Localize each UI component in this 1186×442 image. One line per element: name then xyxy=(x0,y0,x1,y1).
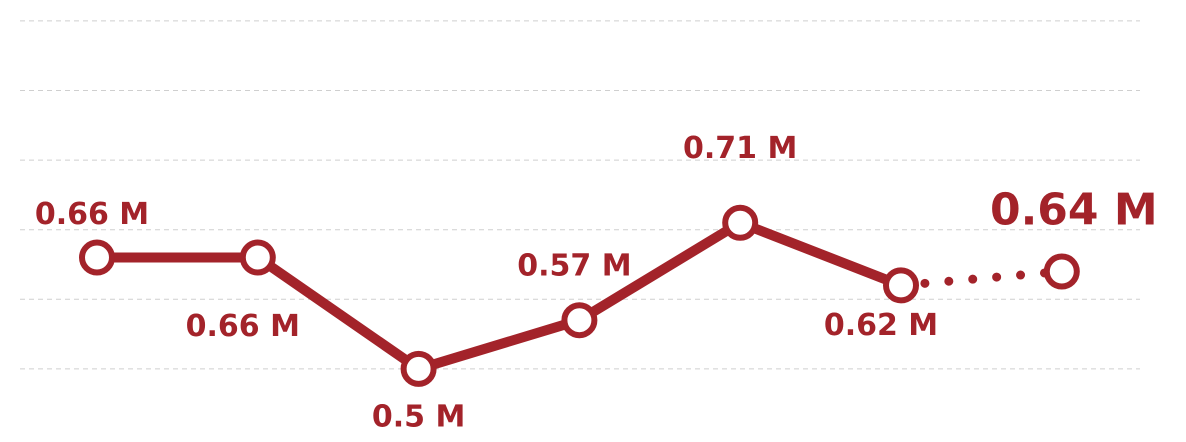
value-label: 0.71 M xyxy=(683,131,797,166)
point xyxy=(239,239,276,276)
point xyxy=(400,350,437,387)
projection-line xyxy=(896,266,1067,290)
value-label: 0.64 M xyxy=(990,184,1158,235)
value-label: 0.57 M xyxy=(517,249,631,284)
point xyxy=(722,204,759,241)
point xyxy=(883,267,919,304)
point xyxy=(1043,253,1080,290)
value-label: 0.5 M xyxy=(372,399,465,434)
point xyxy=(561,302,598,339)
value-label: 0.66 M xyxy=(186,309,300,344)
value-label: 0.66 M xyxy=(35,197,149,232)
value-label: 0.62 M xyxy=(824,308,938,343)
line xyxy=(97,217,903,374)
point xyxy=(79,239,115,276)
